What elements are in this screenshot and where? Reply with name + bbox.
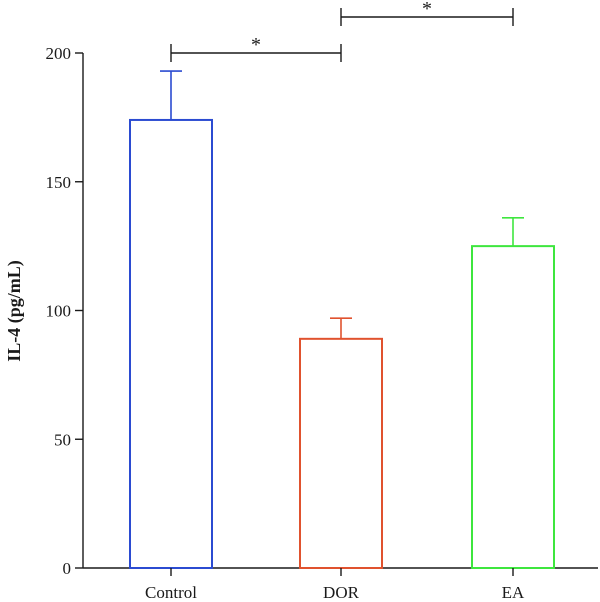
y-tick-label: 100 (46, 302, 72, 321)
bar-control (129, 118, 213, 569)
bar-ea (471, 245, 555, 569)
y-tick-label: 150 (46, 173, 72, 192)
x-tick-label-dor: DOR (323, 583, 360, 602)
y-tick-label: 0 (63, 559, 72, 578)
x-tick-label-control: Control (145, 583, 197, 602)
bar-dor (299, 337, 383, 570)
y-tick-label: 200 (46, 44, 72, 63)
significance-brackets: ** (170, 0, 514, 62)
significance-star: * (251, 34, 261, 56)
significance-star: * (422, 0, 432, 20)
x-axis-ticks: Control DOR EA (145, 568, 525, 602)
x-tick-label-ea: EA (502, 583, 525, 602)
y-axis-title: IL-4 (pg/mL) (4, 260, 25, 362)
y-axis-ticks: 0 50 100 150 200 (46, 44, 83, 578)
bars-group (129, 70, 555, 570)
y-tick-label: 50 (54, 430, 71, 449)
